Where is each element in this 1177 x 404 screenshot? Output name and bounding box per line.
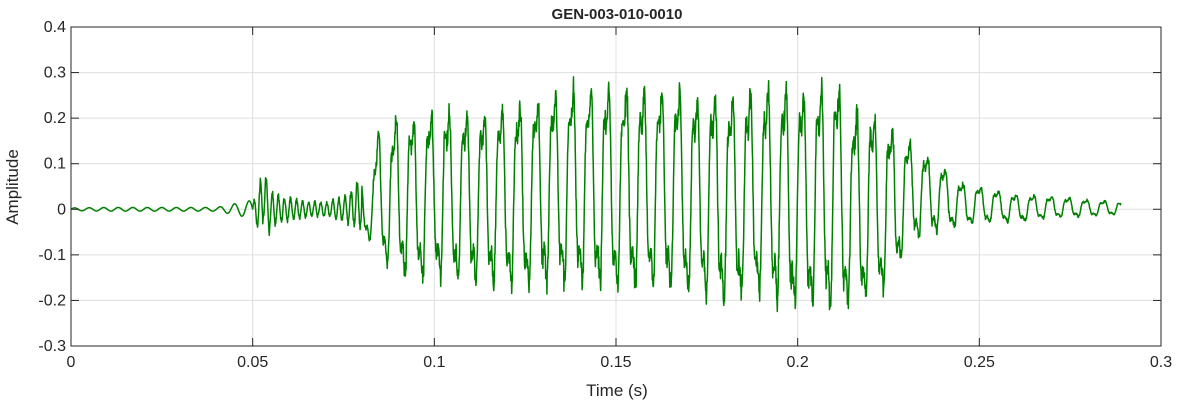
x-tick-label: 0.15 (600, 354, 631, 371)
y-tick-label: -0.3 (38, 338, 66, 355)
x-tick-label: 0.2 (787, 354, 809, 371)
x-tick-label: 0.1 (423, 354, 445, 371)
y-tick-label: -0.1 (38, 247, 66, 264)
y-tick-label: 0.1 (44, 156, 66, 173)
y-axis-label: Amplitude (3, 149, 22, 225)
axes (70, 26, 1162, 347)
y-tick-label: 0.4 (44, 19, 66, 36)
y-tick-label: 0.2 (44, 110, 66, 127)
x-tick-label: 0.25 (964, 354, 995, 371)
x-tick-label: 0 (67, 354, 76, 371)
chart-title: GEN-003-010-0010 (552, 6, 683, 23)
series-line (70, 76, 1122, 313)
tick-labels: 0 0.05 0.1 0.15 0.2 0.25 0.3 -0.3 -0.2 -0.1 0 0.1 0.… (38, 19, 1172, 371)
y-tick-label: 0.3 (44, 65, 66, 82)
y-tick-label: 0 (57, 201, 66, 218)
x-tick-label: 0.05 (237, 354, 268, 371)
y-tick-label: -0.2 (38, 292, 66, 309)
x-axis-label: Time (s) (586, 381, 648, 400)
x-tick-label: 0.3 (1150, 354, 1172, 371)
